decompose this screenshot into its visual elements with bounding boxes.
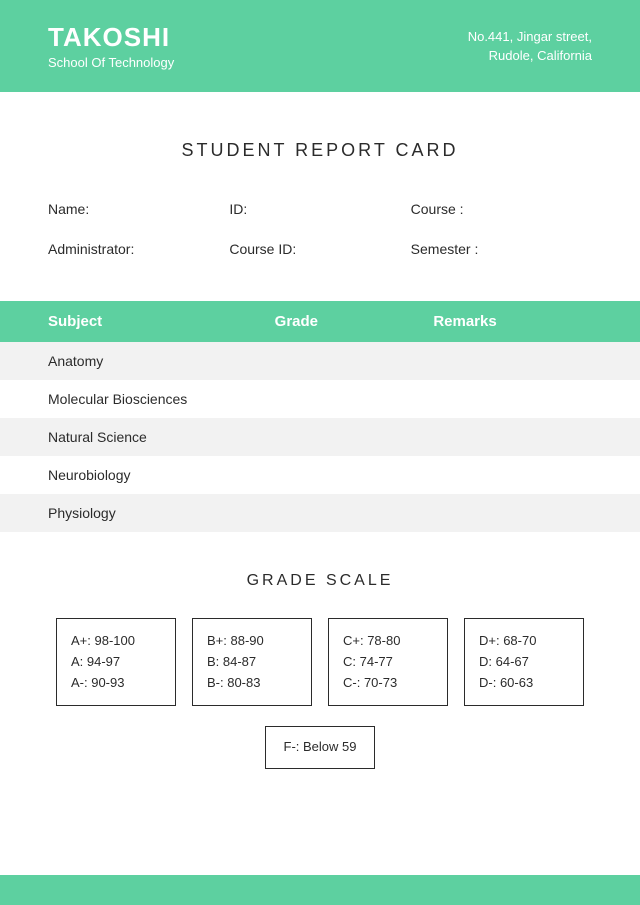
scale-line: B+: 88-90 [207,631,297,652]
scale-line: C: 74-77 [343,652,433,673]
cell-grade [275,467,434,483]
cell-grade [275,505,434,521]
scale-box-a: A+: 98-100 A: 94-97 A-: 90-93 [56,618,176,706]
table-row: Anatomy [0,342,640,380]
scale-box-b: B+: 88-90 B: 84-87 B-: 80-83 [192,618,312,706]
scale-box-d: D+: 68-70 D: 64-67 D-: 60-63 [464,618,584,706]
scale-line: D-: 60-63 [479,673,569,694]
label-name: Name: [48,201,229,217]
scale-line: A+: 98-100 [71,631,161,652]
cell-grade [275,353,434,369]
school-name: TAKOSHI [48,22,174,53]
table-row: Neurobiology [0,456,640,494]
cell-remarks [433,391,592,407]
grade-scale-title: GRADE SCALE [0,572,640,590]
address-block: No.441, Jingar street, Rudole, Californi… [468,27,592,66]
page-title: STUDENT REPORT CARD [0,140,640,161]
footer-bar [0,875,640,905]
grade-scale-single-row: F-: Below 59 [0,726,640,769]
table-header-row: Subject Grade Remarks [0,301,640,342]
cell-remarks [433,353,592,369]
scale-line: B-: 80-83 [207,673,297,694]
table-row: Molecular Biosciences [0,380,640,418]
scale-line: D+: 68-70 [479,631,569,652]
address-line-2: Rudole, California [468,46,592,66]
scale-line: A-: 90-93 [71,673,161,694]
school-block: TAKOSHI School Of Technology [48,22,174,70]
col-grade: Grade [275,313,434,330]
scale-line: C+: 78-80 [343,631,433,652]
cell-grade [275,429,434,445]
col-remarks: Remarks [433,313,592,330]
col-subject: Subject [48,313,275,330]
cell-subject: Molecular Biosciences [48,391,275,407]
cell-grade [275,391,434,407]
scale-line: B: 84-87 [207,652,297,673]
table-row: Natural Science [0,418,640,456]
cell-subject: Physiology [48,505,275,521]
cell-subject: Neurobiology [48,467,275,483]
label-id: ID: [229,201,410,217]
cell-remarks [433,505,592,521]
scale-line: C-: 70-73 [343,673,433,694]
school-subtitle: School Of Technology [48,55,174,70]
scale-line: A: 94-97 [71,652,161,673]
label-semester: Semester : [411,241,592,257]
cell-remarks [433,467,592,483]
label-course-id: Course ID: [229,241,410,257]
student-info-grid: Name: ID: Course : Administrator: Course… [0,201,640,257]
address-line-1: No.441, Jingar street, [468,27,592,47]
cell-subject: Anatomy [48,353,275,369]
scale-box-c: C+: 78-80 C: 74-77 C-: 70-73 [328,618,448,706]
cell-subject: Natural Science [48,429,275,445]
label-administrator: Administrator: [48,241,229,257]
scale-box-f: F-: Below 59 [265,726,376,769]
header-bar: TAKOSHI School Of Technology No.441, Jin… [0,0,640,92]
cell-remarks [433,429,592,445]
grade-scale-row: A+: 98-100 A: 94-97 A-: 90-93 B+: 88-90 … [0,618,640,706]
table-row: Physiology [0,494,640,532]
scale-line: D: 64-67 [479,652,569,673]
label-course: Course : [411,201,592,217]
